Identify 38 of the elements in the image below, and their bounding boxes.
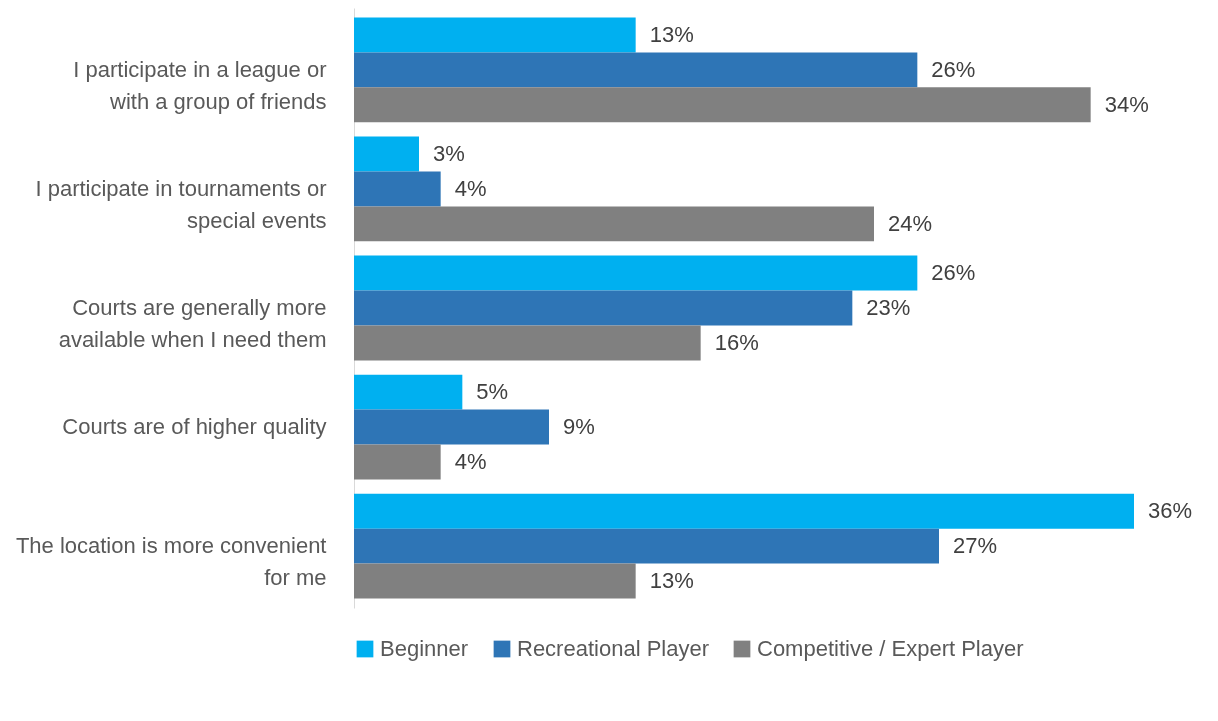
legend-label: Competitive / Expert Player: [757, 636, 1024, 661]
bar: [354, 52, 918, 88]
data-label: 36%: [1148, 498, 1193, 524]
y-tick-label: Courts are of higher quality: [62, 414, 327, 440]
y-tick-label: I participate in a league or with a group of friends: [73, 56, 327, 114]
bar: [354, 136, 419, 172]
data-label: 26%: [931, 56, 976, 82]
bar: [354, 290, 853, 326]
data-label: 13%: [649, 568, 694, 594]
legend-label: Beginner: [380, 636, 469, 661]
data-label: 27%: [953, 533, 998, 559]
bar: [354, 17, 636, 53]
legend-label: Recreational Player: [517, 636, 709, 661]
data-label: 26%: [931, 260, 976, 286]
data-label: 16%: [714, 329, 759, 355]
bar: [354, 171, 441, 207]
y-tick-label: I participate in tournaments or special events: [35, 175, 327, 233]
bar: [354, 206, 874, 242]
bar: [354, 409, 549, 445]
bar: [354, 444, 441, 480]
bar: [354, 493, 1134, 529]
bar: [354, 87, 1091, 123]
data-label: 34%: [1104, 91, 1149, 117]
data-label: 23%: [866, 295, 911, 320]
data-label: 5%: [476, 379, 509, 405]
bar: [354, 563, 636, 599]
y-tick-label: The location is more convenient for me: [15, 533, 327, 591]
data-label: 9%: [563, 414, 595, 440]
data-label: 4%: [454, 175, 487, 201]
data-label: 3%: [433, 141, 465, 167]
data-label: 4%: [454, 448, 487, 474]
data-label: 13%: [649, 21, 694, 47]
y-tick-label: Courts are generally more available when I need them: [58, 295, 327, 352]
bar: [354, 255, 918, 291]
data-label: 24%: [888, 210, 933, 236]
bar: [354, 374, 463, 410]
bar: [354, 325, 701, 361]
bar: [354, 528, 939, 564]
